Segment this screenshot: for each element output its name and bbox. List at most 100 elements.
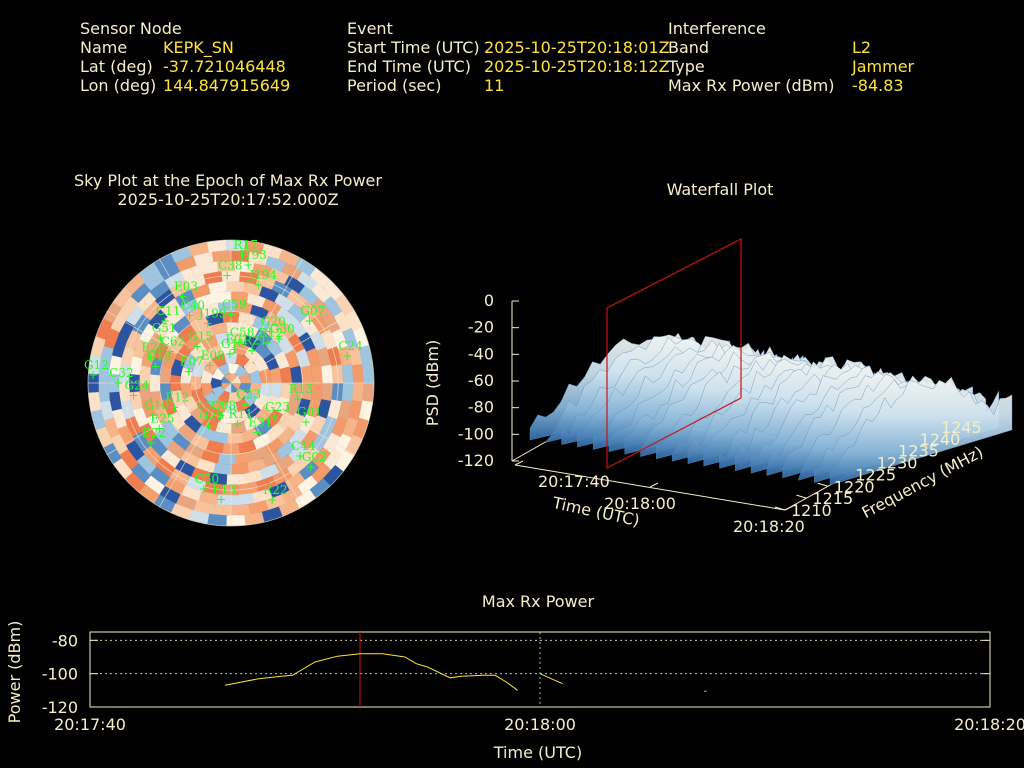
sat-marker: + bbox=[203, 419, 213, 433]
sky-cell bbox=[226, 514, 246, 526]
sky-cell bbox=[321, 364, 334, 384]
sky-azimuth-spoke bbox=[106, 311, 201, 366]
event-period-value: 11 bbox=[484, 76, 505, 95]
mp-power-line bbox=[539, 673, 563, 685]
sat-marker: + bbox=[160, 314, 170, 328]
wf-freq-tick bbox=[817, 482, 829, 487]
sat-marker: + bbox=[154, 421, 164, 435]
sky-cell bbox=[321, 382, 334, 402]
sat-marker: + bbox=[225, 347, 235, 361]
sky-azimuth-spoke bbox=[159, 258, 214, 353]
wf-time-tick bbox=[649, 482, 659, 488]
sat-marker: + bbox=[150, 360, 160, 374]
skyplot-title: Sky Plot at the Epoch of Max Rx Power 20… bbox=[58, 171, 398, 209]
sat-marker: + bbox=[240, 397, 250, 411]
sat-label: G20 bbox=[261, 315, 286, 329]
wf-time-tick-label: 20:18:20 bbox=[733, 517, 805, 535]
sky-cell bbox=[217, 453, 236, 465]
sat-label: C38 bbox=[218, 259, 242, 273]
wf-time-axis bbox=[514, 464, 786, 511]
sat-marker: + bbox=[148, 408, 158, 422]
event-title: Event bbox=[347, 19, 393, 38]
sky-cell bbox=[362, 363, 374, 384]
interference-power-value: -84.83 bbox=[852, 76, 904, 95]
sat-marker: + bbox=[165, 345, 175, 359]
sat-marker: + bbox=[252, 426, 262, 440]
wf-freq-tick bbox=[774, 506, 786, 511]
sat-label: G51 bbox=[152, 321, 177, 335]
sky-azimuth-spoke bbox=[248, 413, 303, 508]
sensor-lat-value: -37.721046448 bbox=[163, 57, 286, 76]
sat-marker: + bbox=[185, 308, 195, 322]
sensor-name-label: Name bbox=[80, 38, 128, 57]
wf-marker-plane bbox=[606, 238, 742, 469]
sat-label: C11 bbox=[156, 304, 180, 318]
sat-marker: + bbox=[216, 408, 226, 422]
sky-azimuth-spoke bbox=[106, 400, 201, 455]
sat-label: J199 bbox=[197, 306, 227, 320]
sat-marker: + bbox=[342, 349, 352, 363]
sat-label: C58 bbox=[230, 326, 254, 340]
sat-label: C20 bbox=[199, 409, 223, 423]
sat-marker: + bbox=[203, 316, 213, 330]
sat-label: C59 bbox=[222, 298, 246, 312]
sat-label: E22 bbox=[142, 426, 166, 440]
skyplot-chart: +R17+J193+C38+J194+E03+G07+C11 +C40+J199 +… bbox=[84, 238, 375, 527]
sat-label: G12 bbox=[84, 358, 109, 372]
sat-label: E12 bbox=[165, 391, 189, 405]
sat-label: G11 bbox=[221, 337, 246, 351]
sat-marker: + bbox=[293, 392, 303, 406]
sat-label: R11 bbox=[229, 407, 253, 421]
sat-marker: + bbox=[265, 325, 275, 339]
skyplot-title-line2: 2025-10-25T20:17:52.000Z bbox=[117, 190, 339, 209]
sat-marker: + bbox=[145, 351, 155, 365]
event-end-label: End Time (UTC) bbox=[347, 57, 471, 76]
sat-marker: + bbox=[269, 410, 279, 424]
sat-label: E31 bbox=[248, 416, 272, 430]
sky-cell bbox=[230, 504, 251, 517]
sky-cell bbox=[97, 382, 110, 403]
sat-marker: + bbox=[169, 401, 179, 415]
wf-z-tick-label: -80 bbox=[468, 398, 494, 417]
sensor-lat-label: Lat (deg) bbox=[80, 57, 153, 76]
sat-label: G30 bbox=[270, 322, 295, 336]
interference-type-value: Jammer bbox=[852, 57, 915, 76]
sky-cell bbox=[352, 363, 365, 384]
event-end-value: 2025-10-25T20:18:12Z bbox=[484, 57, 670, 76]
sky-cell bbox=[352, 382, 365, 403]
sat-marker: + bbox=[295, 449, 305, 463]
sat-marker: + bbox=[205, 359, 215, 373]
event-panel: Event Start Time (UTC) 2025-10-25T20:18:… bbox=[347, 19, 670, 95]
sat-label: C44 bbox=[291, 439, 316, 453]
wf-time-tick bbox=[514, 460, 524, 466]
sat-marker: + bbox=[88, 368, 98, 382]
sat-label: C08 bbox=[212, 398, 236, 412]
sat-marker: + bbox=[238, 248, 248, 262]
sky-cell bbox=[310, 364, 324, 384]
mp-power-line bbox=[224, 653, 518, 691]
sky-azimuth-spoke bbox=[261, 311, 356, 366]
sat-label: G02 bbox=[302, 450, 327, 464]
sky-cell bbox=[341, 382, 354, 402]
wf-freq-tick-label: 1215 bbox=[812, 489, 853, 508]
sat-label: E26 bbox=[141, 341, 165, 355]
sat-label: R22 bbox=[263, 483, 287, 497]
sat-label: C40 bbox=[181, 298, 205, 312]
maxpower-title: Max Rx Power bbox=[481, 592, 595, 611]
mp-x-tick-label: 20:17:40 bbox=[54, 715, 126, 734]
wf-z-tick-label: 0 bbox=[484, 291, 494, 310]
sat-label: E03 bbox=[174, 280, 198, 294]
sensor-lon-label: Lon (deg) bbox=[80, 76, 157, 95]
sat-label: R13 bbox=[289, 382, 313, 396]
waterfall-chart: 0 -20 -40 -60 -80 -100 -120 20:17:40 20:18:00 20:… bbox=[423, 238, 1013, 535]
sky-cell bbox=[226, 432, 244, 445]
wf-freq-tick-label: 1235 bbox=[898, 442, 939, 461]
sat-label: G23 bbox=[265, 400, 290, 414]
wf-z-label: PSD (dBm) bbox=[423, 340, 442, 426]
wf-z-tick-label: -120 bbox=[458, 451, 494, 470]
sat-marker: + bbox=[192, 340, 202, 354]
interference-band-value: L2 bbox=[852, 38, 872, 57]
sat-marker: + bbox=[229, 343, 239, 357]
sat-label: C23 bbox=[237, 387, 261, 401]
